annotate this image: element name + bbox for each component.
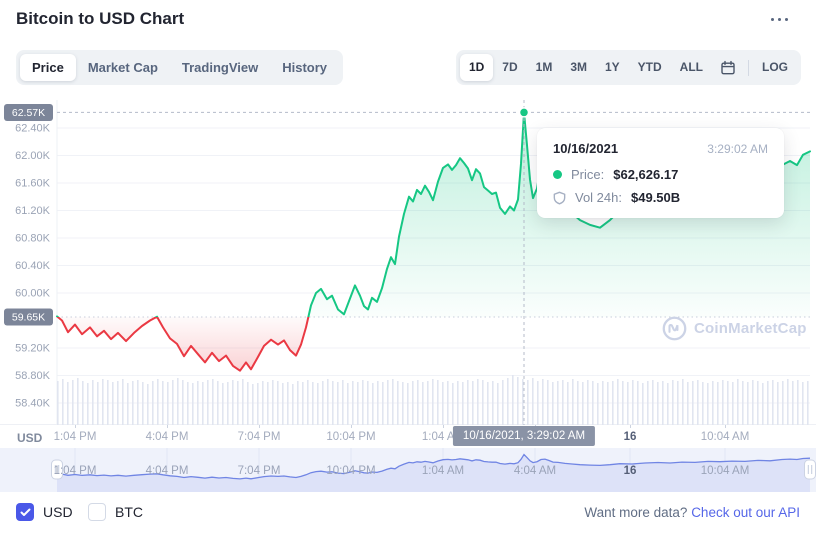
x-axis-label: 4:04 PM: [145, 431, 189, 443]
y-axis-badge-label: 62.57K: [12, 107, 45, 119]
chart-type-tabs: Price Market Cap TradingView History: [16, 50, 344, 85]
y-axis-label: 60.40K: [15, 260, 51, 272]
range-3m[interactable]: 3M: [561, 54, 596, 81]
y-axis-label: 58.80K: [15, 370, 51, 382]
calendar-icon[interactable]: [712, 56, 744, 80]
tab-market-cap[interactable]: Market Cap: [76, 54, 170, 81]
range-7d[interactable]: 7D: [493, 54, 526, 81]
y-axis-label: 59.20K: [15, 342, 51, 354]
x-axis-label: 10:04 PM: [326, 431, 376, 443]
tab-price[interactable]: Price: [20, 54, 76, 81]
y-axis-price-badge: [4, 103, 53, 121]
y-axis-label: 58.40K: [15, 397, 51, 409]
range-ytd[interactable]: YTD: [629, 54, 671, 81]
volume-shield-icon: [553, 191, 566, 205]
tab-history[interactable]: History: [270, 54, 339, 81]
crosshair-date-badge: 10/16/2021, 3:29:02 AM: [452, 426, 596, 446]
range-1d[interactable]: 1D: [459, 54, 494, 81]
volume-bars: [57, 375, 809, 425]
x-axis-tick: [351, 425, 352, 428]
x-axis-label: 1:04 PM: [53, 431, 97, 443]
tab-tradingview[interactable]: TradingView: [170, 54, 270, 81]
price-line-red: [56, 317, 310, 372]
x-axis-tick: [725, 425, 726, 428]
navigator-line: [56, 453, 811, 480]
navigator-handle-right[interactable]: [804, 459, 816, 480]
price-area-green: [57, 112, 810, 318]
check-icon: [20, 508, 30, 516]
range-all[interactable]: ALL: [671, 54, 712, 81]
bottom-bar: USD BTC Want more data? Check out our AP…: [0, 503, 816, 527]
usd-label: USD: [43, 504, 73, 520]
range-1y[interactable]: 1Y: [596, 54, 629, 81]
chart-navigator[interactable]: 1:04 PM 4:04 PM 7:04 PM 10:04 PM 1:04 AM 4:04…: [0, 448, 816, 492]
navigator-area: [57, 454, 810, 492]
y-axis-label: 60.80K: [15, 232, 51, 244]
range-1m[interactable]: 1M: [527, 54, 562, 81]
tooltip-vol-value: $49.50B: [631, 190, 681, 205]
currency-toggle-btc[interactable]: BTC: [88, 503, 143, 521]
x-axis-tick: [167, 425, 168, 428]
y-axis-label: 62.00K: [15, 150, 51, 162]
log-scale-toggle[interactable]: LOG: [753, 54, 797, 81]
y-axis-label: 60.00K: [15, 287, 51, 299]
tooltip-price-value: $62,626.17: [613, 167, 679, 182]
price-line-green: [56, 111, 811, 318]
navigator-handle-left[interactable]: [51, 459, 63, 480]
api-cta-text: Want more data?: [584, 505, 688, 520]
current-price-marker: [518, 107, 530, 118]
range-selector: 1D 7D 1M 3M 1Y YTD ALL LOG: [455, 50, 801, 85]
tooltip-time: 3:29:02 AM: [707, 142, 768, 156]
price-chart[interactable]: 62.40K 62.00K 61.60K 61.20K 60.80K 60.40K 60.0…: [0, 100, 816, 425]
x-axis-label: 16: [623, 431, 637, 443]
btc-label: BTC: [115, 504, 143, 520]
axis-currency-label: USD: [17, 431, 43, 445]
x-axis-tick: [630, 425, 631, 428]
tooltip-vol-label: Vol 24h:: [575, 190, 622, 205]
tooltip-date: 10/16/2021: [553, 141, 619, 156]
y-axis-label: 61.20K: [15, 205, 51, 217]
btc-checkbox[interactable]: [88, 503, 106, 521]
chart-tooltip: 10/16/2021 3:29:02 AM Price: $62,626.17 …: [537, 128, 784, 218]
price-area-red: [57, 317, 309, 371]
currency-toggle-usd[interactable]: USD: [16, 503, 73, 521]
more-options-icon[interactable]: [767, 14, 792, 25]
x-axis-label: 10:04 AM: [700, 431, 750, 443]
y-axis-price-badge: [4, 308, 53, 326]
x-axis-tick: [443, 425, 444, 428]
tooltip-price-label: Price:: [571, 167, 605, 182]
x-axis-label: 7:04 PM: [237, 431, 281, 443]
y-axis-label: 62.40K: [15, 122, 51, 134]
x-axis-tick: [75, 425, 76, 428]
page-title: Bitcoin to USD Chart: [16, 9, 185, 28]
price-series-dot-icon: [553, 170, 562, 179]
divider: [748, 59, 749, 76]
x-axis-tick: [259, 425, 260, 428]
x-axis: USD 1:04 PM 4:04 PM 7:04 PM 10:04 PM 1:04 AM…: [0, 425, 816, 448]
y-axis-label: 61.60K: [15, 177, 51, 189]
usd-checkbox[interactable]: [16, 503, 34, 521]
api-link[interactable]: Check out our API: [691, 505, 800, 520]
chart-area: 62.40K 62.00K 61.60K 61.20K 60.80K 60.40K 60.0…: [0, 100, 816, 492]
y-axis-badge-label: 59.65K: [12, 312, 45, 324]
